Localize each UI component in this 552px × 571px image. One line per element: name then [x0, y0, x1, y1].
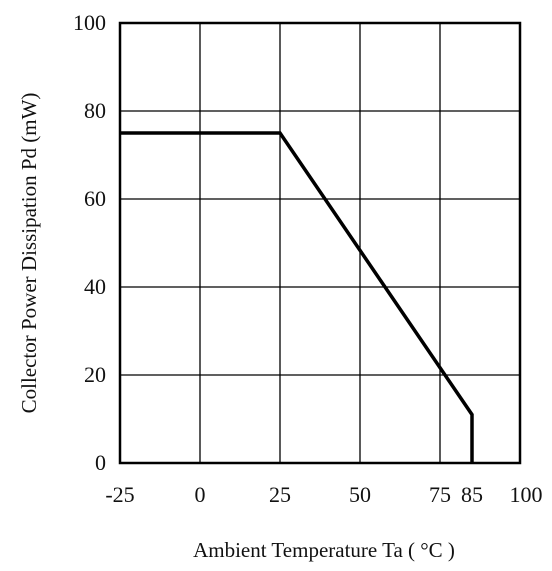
y-tick-label: 100 — [73, 10, 106, 35]
x-tick-label: 25 — [269, 482, 291, 507]
x-tick-label: 75 — [429, 482, 451, 507]
x-tick-label: -25 — [105, 482, 134, 507]
x-tick-label: 50 — [349, 482, 371, 507]
pd-derating-curve — [120, 131, 474, 463]
x-tick-label: 100 — [510, 482, 543, 507]
series-layer — [120, 131, 474, 463]
x-tick-label: 0 — [195, 482, 206, 507]
y-tick-label: 80 — [84, 98, 106, 123]
y-tick-labels: 0 20 40 60 80 100 — [73, 10, 106, 475]
plot-frame — [118, 21, 522, 465]
y-tick-label: 60 — [84, 186, 106, 211]
y-tick-label: 0 — [95, 450, 106, 475]
y-tick-label: 40 — [84, 274, 106, 299]
x-axis-title: Ambient Temperature Ta ( °C ) — [193, 538, 455, 562]
y-axis-title: Collector Power Dissipation Pd (mW) — [17, 93, 41, 414]
y-tick-label: 20 — [84, 362, 106, 387]
x-tick-label: 85 — [461, 482, 483, 507]
x-tick-labels: -25 0 25 50 75 85 100 — [105, 482, 542, 507]
